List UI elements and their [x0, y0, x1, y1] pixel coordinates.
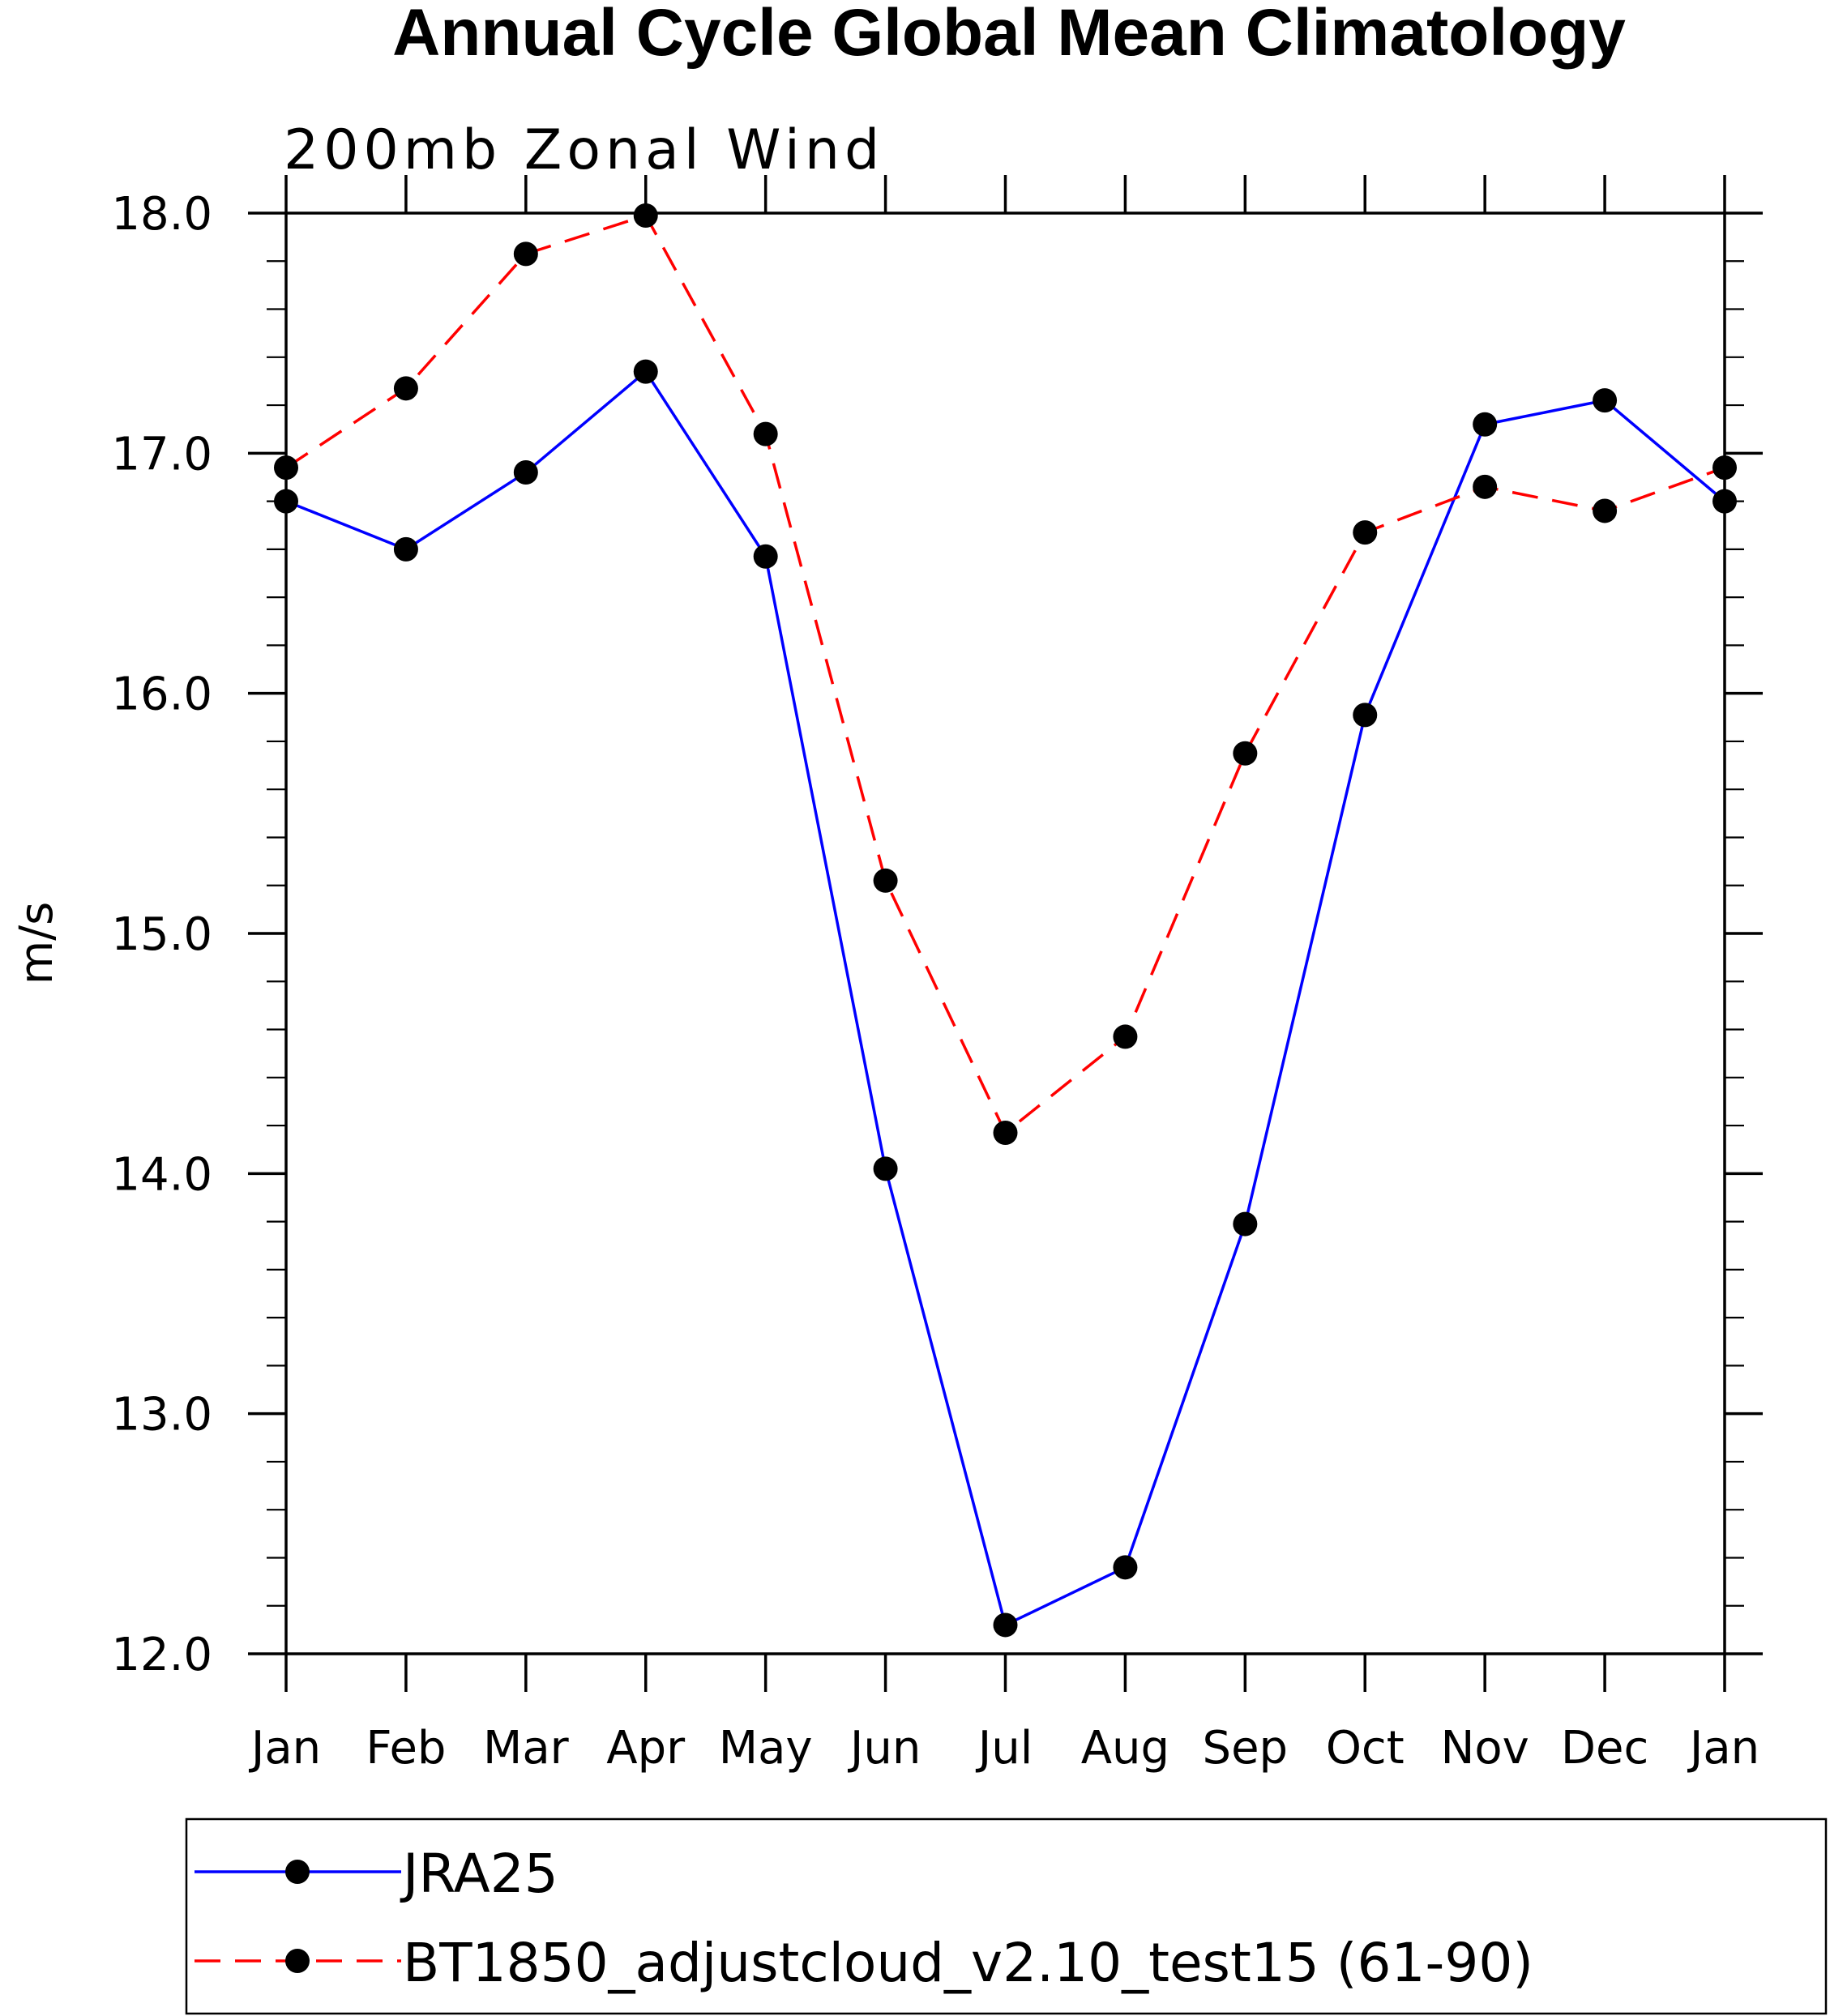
data-point-series-1: [274, 455, 298, 481]
y-tick-label: 14.0: [111, 1148, 212, 1201]
chart-title: Annual Cycle Global Mean Climatology: [392, 0, 1626, 70]
axis-ticks: [248, 175, 1763, 1692]
data-point-series-1: [633, 203, 658, 228]
plot-frame: [284, 211, 1726, 1655]
y-tick-label: 18.0: [111, 188, 212, 241]
series-layer: [274, 203, 1737, 1638]
legend-label-bt1850: BT1850_adjustcloud_v2.10_test15 (61-90): [403, 1932, 1533, 1994]
data-point-series-0: [873, 1156, 898, 1181]
data-point-series-0: [513, 460, 538, 485]
x-tick-label: Jan: [249, 1722, 321, 1775]
series-line-1: [285, 214, 1725, 1134]
x-tick-label: Jan: [1687, 1722, 1759, 1775]
data-point-series-1: [873, 868, 898, 893]
data-point-series-0: [274, 489, 298, 514]
data-point-series-1: [393, 376, 418, 401]
chart-subtitle: 200mb Zonal Wind: [284, 118, 884, 182]
x-tick-label: Oct: [1326, 1722, 1405, 1775]
x-tick-label: Sep: [1203, 1722, 1289, 1775]
data-point-series-0: [1353, 703, 1378, 728]
y-tick-label: 17.0: [111, 428, 212, 481]
data-point-series-1: [1593, 498, 1618, 523]
data-point-series-0: [993, 1612, 1018, 1638]
data-point-series-1: [1712, 455, 1737, 481]
legend-marker-bt1850: [285, 1949, 310, 1973]
y-tick-label: 12.0: [111, 1629, 212, 1681]
x-tick-label: Apr: [606, 1722, 686, 1775]
data-point-series-0: [1113, 1555, 1138, 1580]
x-tick-label: Aug: [1081, 1722, 1169, 1775]
data-point-series-0: [1473, 412, 1498, 437]
x-tick-label: Dec: [1561, 1722, 1648, 1775]
x-tick-label: May: [719, 1722, 813, 1775]
data-point-series-1: [993, 1120, 1018, 1145]
plot-area: [284, 211, 1726, 1655]
y-tick-label: 13.0: [111, 1389, 212, 1442]
data-point-series-1: [1233, 741, 1258, 766]
x-tick-label: Jun: [848, 1722, 921, 1775]
y-axis-label: m/s: [11, 902, 63, 985]
legend: JRA25 BT1850_adjustcloud_v2.10_test15 (6…: [185, 1817, 1828, 2015]
data-point-series-0: [633, 359, 658, 384]
legend-marker-jra25: [285, 1860, 310, 1884]
data-point-series-1: [1353, 520, 1378, 545]
data-point-series-0: [1593, 388, 1618, 413]
data-point-series-0: [1712, 489, 1737, 514]
legend-box: [185, 1817, 1828, 2015]
y-tick-label: 15.0: [111, 908, 212, 961]
data-point-series-1: [1473, 474, 1498, 499]
tick-labels: Jan Feb Mar Apr May Jun Jul Aug Sep Oct Nov Dec Jan 1…: [111, 188, 1759, 1775]
x-tick-label: Nov: [1441, 1722, 1529, 1775]
series-line-0: [285, 369, 1726, 1627]
x-tick-label: Feb: [366, 1722, 446, 1775]
data-point-series-0: [393, 536, 418, 562]
y-tick-label: 16.0: [111, 668, 212, 721]
data-point-series-1: [753, 421, 778, 446]
legend-label-jra25: JRA25: [400, 1843, 558, 1905]
data-point-series-1: [513, 241, 538, 267]
data-point-series-0: [753, 544, 778, 569]
data-point-series-0: [1233, 1211, 1258, 1237]
data-point-series-1: [1113, 1024, 1138, 1049]
x-tick-label: Mar: [483, 1722, 570, 1775]
x-tick-label: Jul: [976, 1722, 1033, 1775]
